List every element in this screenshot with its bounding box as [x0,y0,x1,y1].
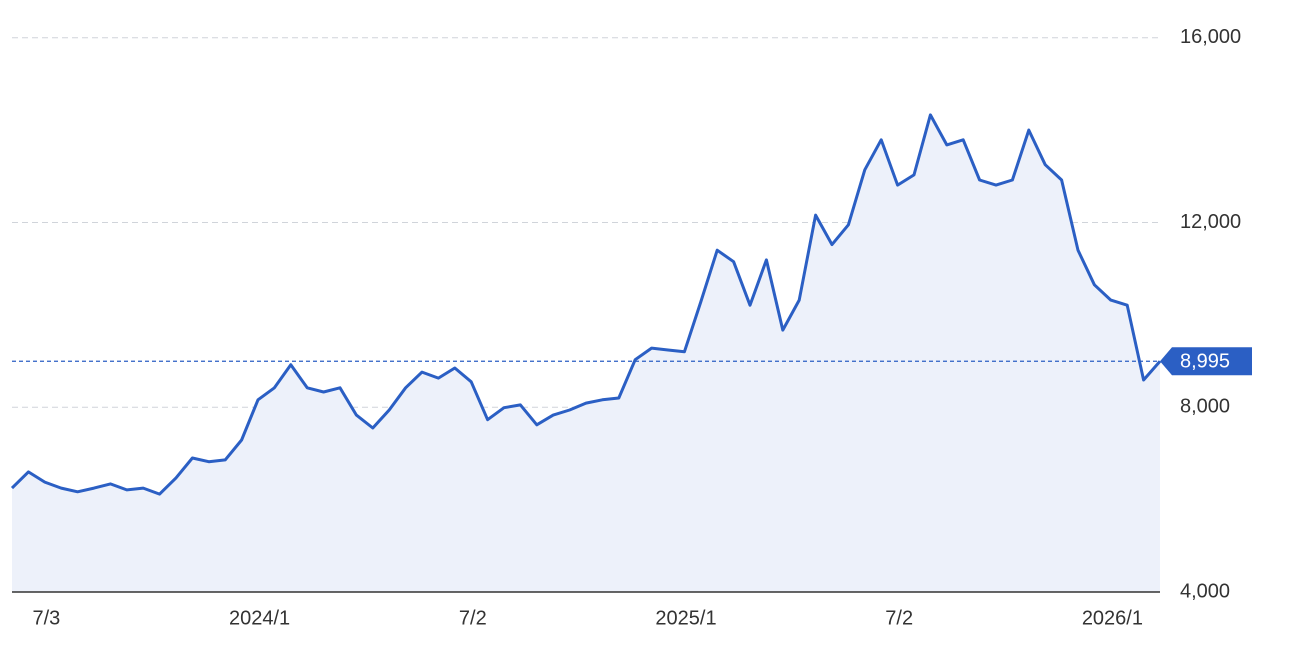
y-tick-label: 12,000 [1180,211,1241,233]
price-line [10,113,1162,496]
last-price-tag [1160,347,1252,376]
x-tick-label: 2025/1 [655,607,716,629]
y-tick-label: 16,000 [1180,26,1241,48]
y-tick-label: 8,000 [1180,396,1230,418]
x-tick-label: 7/2 [459,607,487,629]
y-tick-label: 4,000 [1180,580,1230,602]
x-tick-label: 7/3 [32,607,60,629]
x-tick-label: 2026/1 [1082,607,1143,629]
x-tick-label: 7/2 [885,607,913,629]
last-price-label: 8,995 [1180,351,1230,373]
x-tick-label: 2024/1 [229,607,290,629]
area [12,114,1160,593]
